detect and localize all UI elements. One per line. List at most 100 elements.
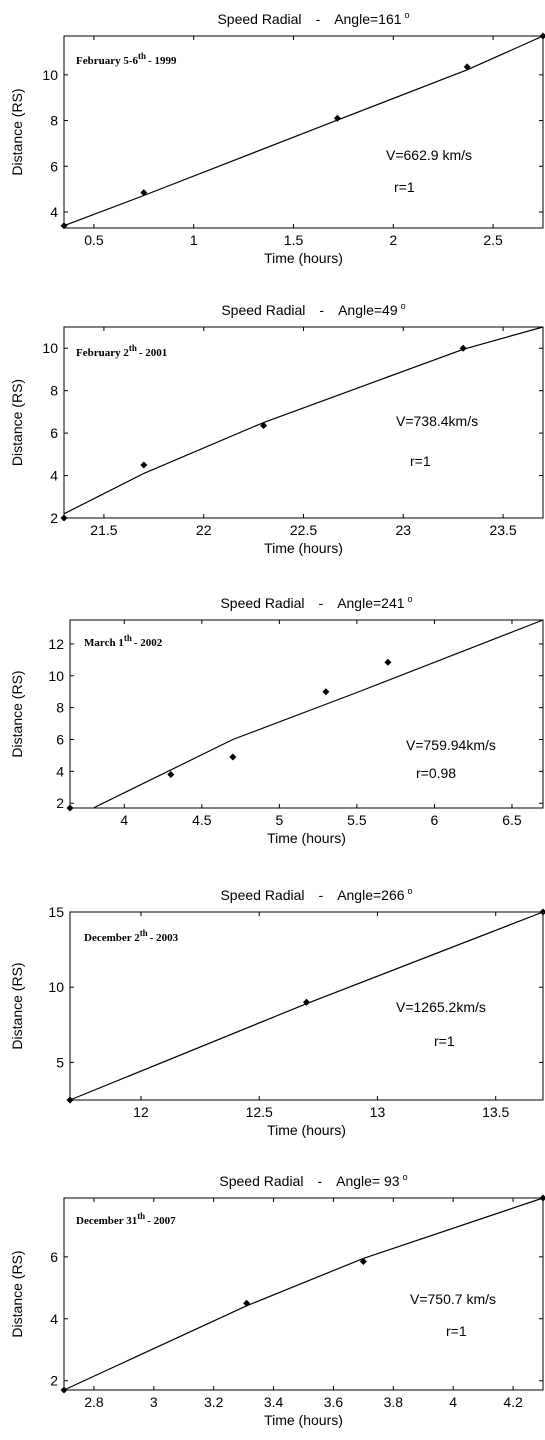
- y-tick-label: 6: [50, 1249, 58, 1265]
- data-point: [60, 222, 68, 230]
- chart-title: Speed Radial - Angle=241 o: [220, 594, 412, 611]
- chart-panel-4: Speed Radial - Angle=266 o 12 12.5 13 13.5 5 10 15…: [9, 886, 545, 1138]
- data-point: [463, 63, 471, 71]
- velocity-annotation: V=750.7 km/s: [410, 1291, 496, 1307]
- y-tick-label: 2: [50, 1373, 58, 1389]
- chart-title: Speed Radial - Angle=161 o: [217, 10, 409, 27]
- data-point: [539, 32, 545, 40]
- correlation-annotation: r=1: [446, 1323, 467, 1339]
- fit-line: [93, 619, 544, 809]
- plot-frame: [63, 35, 544, 229]
- y-tick-label: 6: [56, 731, 64, 747]
- x-axis-label: Time (hours): [267, 1122, 346, 1138]
- x-tick-label: 12: [133, 1104, 149, 1120]
- date-label: March 1th - 2002: [84, 633, 163, 649]
- title-degree-sign: o: [408, 594, 413, 604]
- x-tick-label: 4: [120, 812, 128, 828]
- title-angle: Angle= 93: [336, 1173, 400, 1189]
- date-label: February 5-6th - 1999: [76, 51, 177, 67]
- title-separator: -: [319, 595, 324, 611]
- x-tick-label: 21.5: [90, 522, 117, 538]
- velocity-annotation: V=759.94km/s: [406, 737, 496, 753]
- data-point: [60, 514, 68, 522]
- data-point: [260, 422, 268, 430]
- title-degree-sign: o: [405, 10, 410, 20]
- x-tick-label: 5: [275, 812, 283, 828]
- x-tick-label: 1.5: [284, 232, 304, 248]
- title-quantity: Speed Radial: [220, 595, 304, 611]
- date-year: - 2001: [139, 347, 167, 359]
- plot-frame: [69, 619, 544, 809]
- x-tick-label: 3.2: [204, 1394, 224, 1410]
- velocity-annotation: V=662.9 km/s: [386, 147, 472, 163]
- title-separator: -: [319, 887, 324, 903]
- title-quantity: Speed Radial: [217, 11, 301, 27]
- x-tick-label: 23.5: [489, 522, 516, 538]
- chart-panel-1: Speed Radial - Angle=161 o 0.5 1 1.5 2 2.5 4 6 8 10 T…: [9, 10, 545, 266]
- date-superscript: th: [140, 928, 148, 938]
- date-year: - 2002: [134, 637, 163, 649]
- y-tick-label: 12: [48, 636, 64, 652]
- x-tick-label: 6: [431, 812, 439, 828]
- y-tick-label: 10: [42, 67, 58, 83]
- chart-title: Speed Radial - Angle=49 o: [221, 301, 405, 318]
- date-year: - 2003: [150, 932, 179, 944]
- data-point: [359, 1257, 367, 1265]
- y-tick-label: 8: [50, 113, 58, 129]
- data-point: [140, 461, 148, 469]
- title-degree-sign: o: [408, 886, 413, 896]
- chart-panel-5: Speed Radial - Angle= 93 o 2.8 3 3.2 3.4 3.6 3.8 4…: [9, 1172, 545, 1428]
- x-tick-label: 3.4: [264, 1394, 284, 1410]
- data-point: [539, 1194, 545, 1202]
- title-degree-sign: o: [403, 1172, 408, 1182]
- data-point: [60, 1386, 68, 1394]
- date-superscript: th: [138, 51, 146, 61]
- date-superscript: th: [129, 343, 137, 353]
- date-label: December 31th - 2007: [76, 1211, 176, 1227]
- y-axis-label: Distance (RS): [9, 379, 25, 466]
- title-quantity: Speed Radial: [221, 302, 305, 318]
- chart-panel-2: Speed Radial - Angle=49 o 21.5 22 22.5 23 23.5 2 4…: [9, 301, 544, 556]
- x-tick-label: 13.5: [482, 1104, 509, 1120]
- date-year: - 2007: [147, 1215, 176, 1227]
- velocity-annotation: V=738.4km/s: [396, 413, 478, 429]
- velocity-annotation: V=1265.2km/s: [396, 999, 486, 1015]
- chart-title: Speed Radial - Angle= 93 o: [219, 1172, 407, 1189]
- y-axis-label: Distance (RS): [9, 670, 25, 757]
- y-axis-label: Distance (RS): [9, 1250, 25, 1337]
- x-tick-label: 22.5: [290, 522, 317, 538]
- x-tick-label: 2: [389, 232, 397, 248]
- x-tick-label: 22: [196, 522, 212, 538]
- title-angle: Angle=161: [334, 11, 402, 27]
- y-tick-label: 10: [48, 979, 64, 995]
- y-tick-label: 2: [50, 510, 58, 526]
- title-quantity: Speed Radial: [219, 1173, 303, 1189]
- x-tick-label: 0.5: [84, 232, 104, 248]
- title-angle: Angle=49: [338, 302, 398, 318]
- date-main: March 1: [84, 637, 124, 649]
- title-separator: -: [319, 302, 324, 318]
- y-tick-label: 2: [56, 795, 64, 811]
- date-superscript: th: [137, 1211, 145, 1221]
- y-tick-label: 10: [48, 668, 64, 684]
- x-axis-label: Time (hours): [264, 250, 343, 266]
- correlation-annotation: r=1: [394, 179, 415, 195]
- data-point: [243, 1299, 251, 1307]
- date-main: December 2: [84, 932, 140, 944]
- correlation-annotation: r=1: [410, 453, 431, 469]
- title-angle: Angle=241: [337, 595, 405, 611]
- x-axis-label: Time (hours): [264, 1412, 343, 1428]
- chart-title: Speed Radial - Angle=266 o: [220, 886, 412, 903]
- x-tick-label: 13: [370, 1104, 386, 1120]
- plot-frame: [69, 911, 544, 1101]
- x-tick-label: 4.2: [503, 1394, 523, 1410]
- date-superscript: th: [124, 633, 132, 643]
- y-tick-label: 15: [48, 904, 64, 920]
- data-point: [322, 688, 330, 696]
- x-axis-label: Time (hours): [264, 540, 343, 556]
- y-tick-label: 8: [56, 700, 64, 716]
- data-point: [167, 771, 175, 779]
- data-point: [66, 804, 74, 812]
- y-tick-label: 4: [50, 468, 58, 484]
